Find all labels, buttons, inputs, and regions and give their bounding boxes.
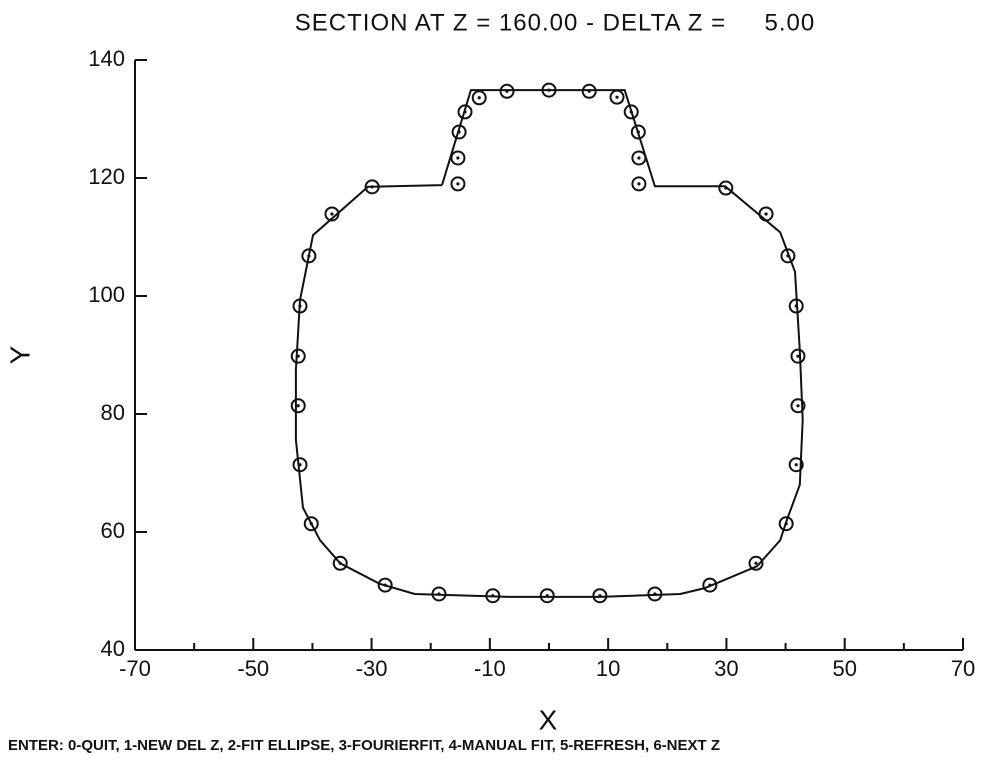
data-point [290, 348, 306, 364]
data-point-center [598, 594, 602, 598]
data-point-center [764, 212, 768, 216]
y-tick-label: 140 [88, 46, 125, 71]
data-point [450, 176, 466, 192]
data-point [581, 83, 597, 99]
data-point [623, 104, 639, 120]
chart-title: SECTION AT Z = 160.00 - DELTA Z = 5.00 [295, 9, 815, 36]
data-point [303, 516, 319, 532]
data-point-center [629, 110, 633, 114]
data-point-center [754, 561, 758, 565]
data-point-center [637, 156, 641, 160]
data-point-center [786, 254, 790, 258]
data-point [431, 586, 447, 602]
data-point-center [456, 156, 460, 160]
data-point [301, 248, 317, 264]
data-point-center [309, 522, 313, 526]
data-point [332, 555, 348, 571]
data-point [780, 248, 796, 264]
y-tick-label: 60 [101, 518, 125, 543]
data-point-center [463, 110, 467, 114]
data-point-center [298, 304, 302, 308]
data-point-center [307, 254, 311, 258]
data-point-center [296, 354, 300, 358]
data-point [758, 206, 774, 222]
data-point-center [615, 95, 619, 99]
data-point-center [457, 130, 461, 134]
data-point [702, 577, 718, 593]
data-point-center [296, 404, 300, 408]
data-point-center [477, 96, 481, 100]
data-point [485, 588, 501, 604]
x-tick-label: -50 [237, 656, 269, 681]
data-point [541, 82, 557, 98]
data-point [471, 90, 487, 106]
data-point [631, 150, 647, 166]
x-tick-label: 70 [951, 656, 975, 681]
data-point [377, 577, 393, 593]
data-point [539, 588, 555, 604]
data-point-center [547, 88, 551, 92]
data-point [450, 150, 466, 166]
data-point-center [383, 583, 387, 587]
x-tick-label: 10 [596, 656, 620, 681]
data-point [609, 89, 625, 105]
data-point [592, 588, 608, 604]
data-point-center [784, 522, 788, 526]
data-point-center [724, 186, 728, 190]
x-tick-label: -30 [356, 656, 388, 681]
data-point-center [456, 182, 460, 186]
data-point [292, 298, 308, 314]
data-point-center [298, 463, 302, 467]
data-point-center [330, 212, 334, 216]
data-point [748, 555, 764, 571]
data-point-center [637, 182, 641, 186]
data-point [324, 206, 340, 222]
data-point [292, 457, 308, 473]
data-point-center [636, 130, 640, 134]
data-point [499, 83, 515, 99]
data-point [790, 348, 806, 364]
data-point-center [653, 592, 657, 596]
data-point-center [370, 185, 374, 189]
data-point [778, 516, 794, 532]
y-tick-label: 100 [88, 282, 125, 307]
data-point [790, 398, 806, 414]
data-point [631, 176, 647, 192]
data-point [647, 586, 663, 602]
y-axis-label: Y [4, 345, 35, 364]
data-point-center [338, 561, 342, 565]
data-point-center [545, 594, 549, 598]
x-tick-label: 50 [832, 656, 856, 681]
data-point [788, 457, 804, 473]
command-prompt: ENTER: 0-QUIT, 1-NEW DEL Z, 2-FIT ELLIPS… [8, 737, 720, 754]
data-point-center [796, 354, 800, 358]
x-tick-label: -10 [474, 656, 506, 681]
x-axis-label: X [539, 704, 558, 735]
y-tick-label: 40 [101, 636, 125, 661]
data-point [788, 298, 804, 314]
data-point-center [796, 404, 800, 408]
data-point [457, 104, 473, 120]
y-tick-label: 120 [88, 164, 125, 189]
data-point-center [437, 592, 441, 596]
data-point-center [587, 89, 591, 93]
fit-line [294, 89, 804, 598]
data-point [718, 180, 734, 196]
data-point [451, 124, 467, 140]
data-point-center [505, 89, 509, 93]
x-tick-label: -70 [119, 656, 151, 681]
data-point-center [794, 304, 798, 308]
data-point [290, 398, 306, 414]
y-tick-label: 80 [101, 400, 125, 425]
x-tick-label: 30 [714, 656, 738, 681]
data-point-center [491, 594, 495, 598]
data-point [364, 179, 380, 195]
data-point [630, 124, 646, 140]
data-point-center [794, 463, 798, 467]
data-point-center [708, 583, 712, 587]
